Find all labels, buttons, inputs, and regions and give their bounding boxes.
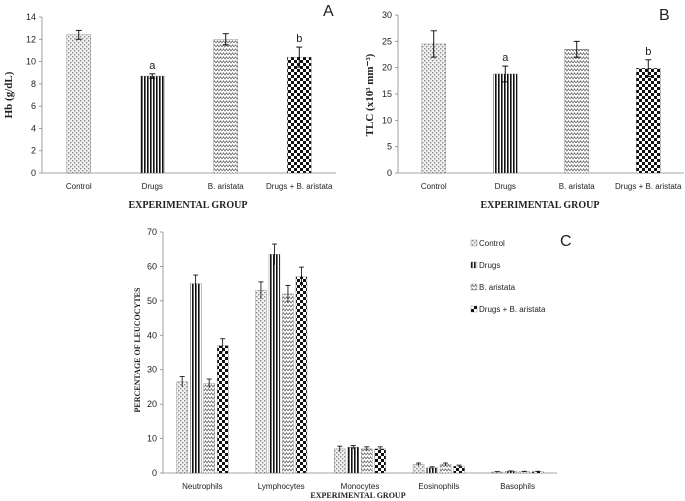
y-tick-label: 5 <box>387 142 392 152</box>
bar-neutrophils-drugs <box>189 283 202 474</box>
bar-monocytes-control <box>334 448 346 474</box>
y-tick-label: 20 <box>147 399 157 409</box>
x-category-label: Monocytes <box>341 482 380 491</box>
y-tick-label: 12 <box>26 34 36 44</box>
panel-label: A <box>323 3 334 20</box>
x-category-label: Basophils <box>500 482 535 491</box>
bar-drugs <box>493 73 518 174</box>
y-axis-title: Hb (g/dL) <box>3 71 15 118</box>
bar-control <box>421 43 446 174</box>
legend-label: Drugs + B. aristata <box>479 305 546 314</box>
x-axis-title: EXPERIMENTAL GROUP <box>481 200 600 211</box>
x-category-label: Drugs + B. aristata <box>615 182 682 191</box>
legend-swatch <box>470 305 478 313</box>
panel-b-tlc-chart: B TLC (x10³ mm⁻³) EXPERIMENTAL GROUP 0 5 1… <box>364 7 684 211</box>
bar-monocytes-drugs-b-aristata <box>374 448 386 474</box>
y-axis-title: TLC (x10³ mm⁻³) <box>364 53 376 136</box>
bar-monocytes-drugs <box>347 447 359 474</box>
bar-neutrophils-b-aristata <box>203 383 215 474</box>
x-category-label: Drugs <box>495 182 516 191</box>
y-tick-label: 10 <box>26 57 36 67</box>
bar-lymphocytes-drugs-b-aristata <box>295 276 308 474</box>
y-tick-label: 20 <box>382 63 392 73</box>
significance-letter: b <box>296 33 302 45</box>
bar-lymphocytes-drugs <box>268 254 281 474</box>
y-tick-label: 25 <box>382 36 392 46</box>
legend-label: Control <box>479 239 505 248</box>
significance-letter: b <box>645 46 651 58</box>
y-tick-label: 8 <box>31 79 36 89</box>
x-category-label: Eosinophils <box>418 482 459 491</box>
bar-b-aristata <box>213 39 238 174</box>
y-tick-label: 30 <box>147 365 157 375</box>
bar-b-aristata <box>564 49 589 174</box>
legend-label: Drugs <box>479 261 500 270</box>
panel-a-hemoglobin-chart: A Hb (g/dL) EXPERIMENTAL GROUP 0 2 4 6 8 10 12… <box>3 3 336 211</box>
legend-label: B. aristata <box>479 283 516 292</box>
y-tick-label: 30 <box>382 10 392 20</box>
panel-label: C <box>560 233 572 250</box>
bar-neutrophils-drugs-b-aristata <box>216 345 229 474</box>
bar-lymphocytes-b-aristata <box>282 293 294 474</box>
panel-label: B <box>659 7 670 24</box>
y-tick-label: 10 <box>382 115 392 125</box>
y-tick-label: 40 <box>147 330 157 340</box>
legend-swatch <box>470 283 478 291</box>
x-category-label: B. aristata <box>559 182 596 191</box>
x-axis-title: EXPERIMENTAL GROUP <box>129 200 248 211</box>
y-tick-label: 50 <box>147 296 157 306</box>
panel-c-leucocyte-chart: C PERCENTAGE OF LEUCOCYTES EXPERIMENTAL … <box>133 227 572 500</box>
x-category-label: Neutrophils <box>182 482 222 491</box>
significance-letter: a <box>149 60 156 72</box>
bar-control <box>66 34 91 174</box>
bar-lymphocytes-control <box>255 290 267 474</box>
bar-drugs-b-aristata <box>287 56 312 174</box>
x-category-label: Control <box>66 182 92 191</box>
y-tick-label: 60 <box>147 261 157 271</box>
y-tick-label: 14 <box>26 12 36 22</box>
bar-monocytes-b-aristata <box>361 448 373 474</box>
bar-neutrophils-control <box>176 381 188 474</box>
y-tick-label: 4 <box>31 123 36 133</box>
y-tick-label: 2 <box>31 146 36 156</box>
y-tick-label: 0 <box>31 168 36 178</box>
x-category-label: Drugs <box>142 182 163 191</box>
y-tick-label: 0 <box>152 468 157 478</box>
significance-letter: a <box>502 52 509 64</box>
y-axis-title: PERCENTAGE OF LEUCOCYTES <box>133 287 142 412</box>
legend-swatch <box>470 239 478 247</box>
x-category-label: Drugs + B. aristata <box>266 182 333 191</box>
x-axis-title: EXPERIMENTAL GROUP <box>310 491 405 500</box>
legend-swatch <box>470 261 478 269</box>
x-category-label: Control <box>421 182 447 191</box>
y-tick-label: 0 <box>387 168 392 178</box>
x-category-label: Lymphocytes <box>258 482 305 491</box>
bar-drugs-b-aristata <box>636 68 661 174</box>
y-tick-label: 6 <box>31 101 36 111</box>
x-category-label: B. aristata <box>208 182 245 191</box>
y-tick-label: 10 <box>147 434 157 444</box>
y-tick-label: 15 <box>382 89 392 99</box>
bar-drugs <box>140 75 165 174</box>
y-tick-label: 70 <box>147 227 157 237</box>
